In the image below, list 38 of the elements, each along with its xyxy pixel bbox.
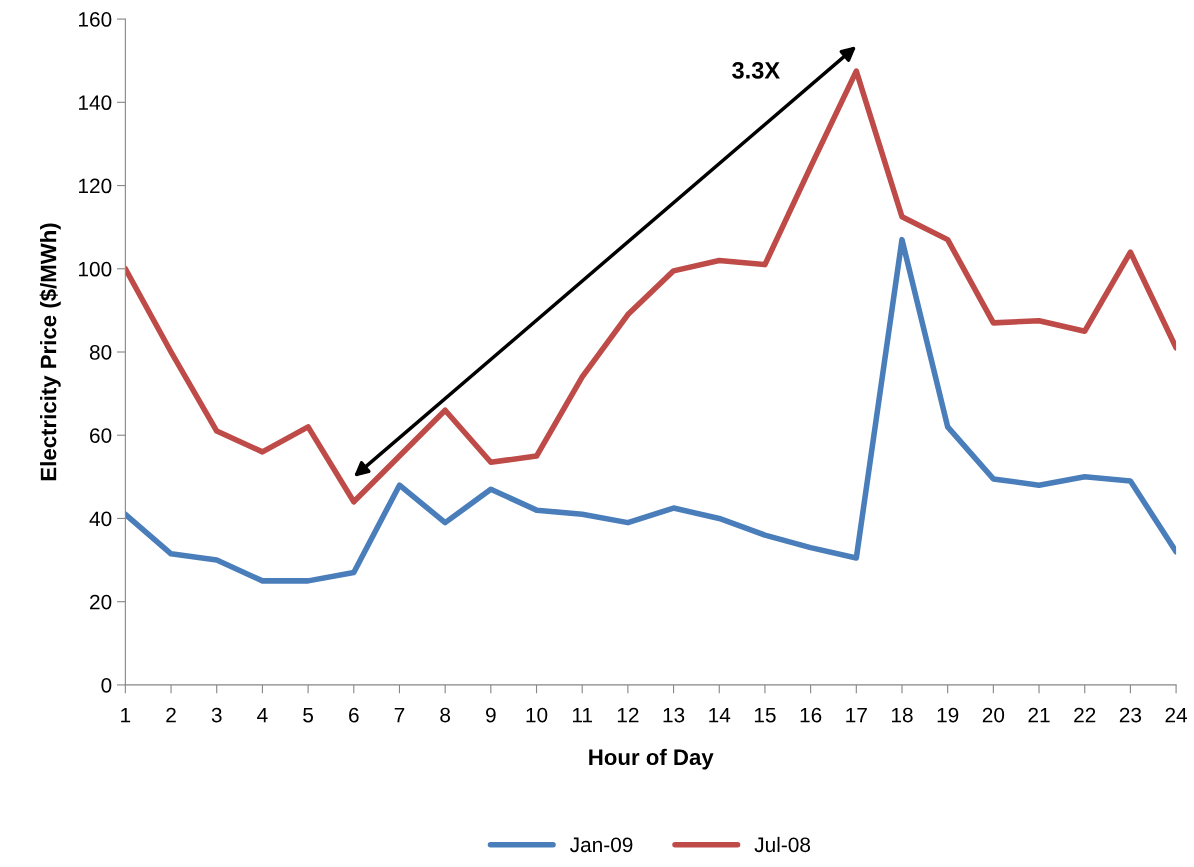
x-tick-label: 7 xyxy=(394,707,405,723)
x-tick-label: 23 xyxy=(1119,707,1142,723)
x-tick-label: 15 xyxy=(754,707,776,723)
x-tick-label: 8 xyxy=(440,707,451,723)
x-tick-label: 3 xyxy=(211,707,222,723)
legend-label: Jan-09 xyxy=(570,837,633,853)
x-tick-label: 12 xyxy=(617,707,639,723)
x-tick-label: 6 xyxy=(349,707,359,723)
y-tick-label: 40 xyxy=(89,511,112,527)
x-tick-label: 10 xyxy=(526,707,548,723)
y-tick-label: 160 xyxy=(79,12,112,27)
y-tick-label: 80 xyxy=(89,345,112,360)
annotation: 3.3X xyxy=(732,61,780,79)
x-tick-label: 19 xyxy=(937,707,959,723)
x-tick-label: 18 xyxy=(891,707,913,723)
x-tick-label: 1 xyxy=(121,707,131,723)
x-tick-label: 16 xyxy=(800,707,822,723)
x-tick-label: 20 xyxy=(982,707,1005,723)
y-tick-label: 0 xyxy=(101,677,112,693)
x-tick-label: 2 xyxy=(166,707,176,723)
x-tick-label: 17 xyxy=(846,707,867,723)
x-tick-label: 11 xyxy=(572,707,593,723)
x-tick-label: 5 xyxy=(303,707,314,723)
y-tick-label: 120 xyxy=(79,178,112,194)
y-tick-label: 100 xyxy=(79,261,112,277)
x-tick-label: 14 xyxy=(709,707,731,723)
y-tick-label: 20 xyxy=(90,594,112,610)
legend-label: Jul-08 xyxy=(754,836,811,853)
x-tick-label: 22 xyxy=(1074,707,1096,723)
x-tick-label: 13 xyxy=(663,707,685,723)
x-tick-label: 24 xyxy=(1165,707,1188,723)
y-tick-label: 140 xyxy=(79,95,112,111)
y-axis-title: Electricity Price ($/MWh) xyxy=(39,223,61,481)
x-axis-title: Hour of Day xyxy=(589,748,714,770)
x-tick-label: 9 xyxy=(486,707,496,723)
x-tick-label: 4 xyxy=(257,707,268,723)
x-tick-label: 21 xyxy=(1028,707,1050,723)
y-tick-label: 60 xyxy=(90,428,112,443)
